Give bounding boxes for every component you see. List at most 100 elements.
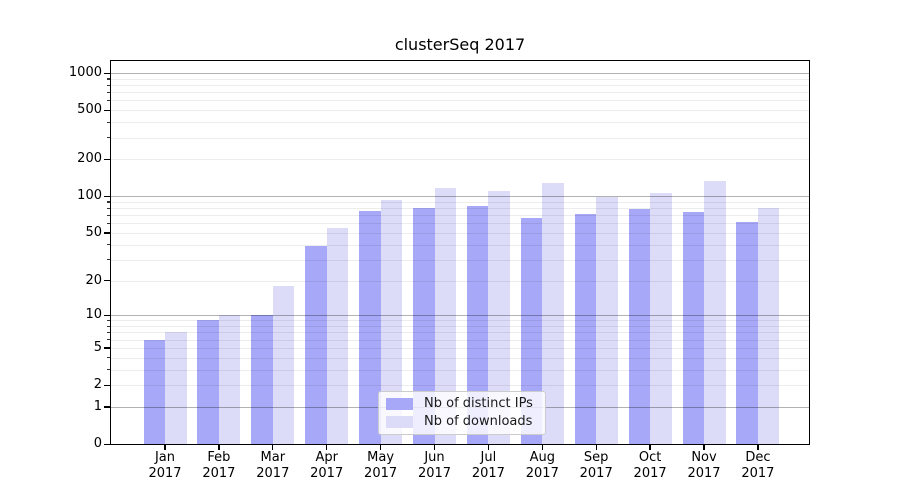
y-tick-label-2: 2 — [93, 377, 102, 392]
gridline-minor-800 — [110, 85, 810, 86]
y-minor-tick-mark-200 — [107, 158, 110, 161]
y-tick-label-50: 50 — [85, 224, 102, 240]
bar-downloads-mar — [272, 285, 295, 444]
bar-distinct-ips-oct — [628, 209, 651, 444]
gridline-major-10 — [110, 315, 810, 317]
x-tick-label-dec: Dec 2017 — [730, 450, 786, 482]
bar-distinct-ips-mar — [251, 315, 273, 444]
bar-downloads-apr — [326, 227, 349, 444]
x-tick-label-year-oct: 2017 — [633, 466, 667, 481]
legend-label-downloads: Nb of downloads — [424, 414, 533, 430]
x-tick-mark-oct — [649, 445, 651, 450]
y-tick-mark-0 — [104, 443, 110, 445]
y-minor-tick-mark-400 — [107, 121, 110, 123]
y-minor-tick-mark-90 — [107, 201, 110, 203]
gridline-minor-20 — [110, 280, 810, 282]
y-tick-label-20: 20 — [85, 272, 102, 288]
x-tick-label-oct: Oct 2017 — [622, 450, 678, 482]
x-tick-label-jul: Jul 2017 — [460, 450, 516, 482]
bar-distinct-ips-sep — [574, 213, 597, 444]
x-tick-label-jun: Jun 2017 — [407, 450, 463, 482]
x-tick-mark-jul — [487, 445, 490, 450]
x-tick-label-may: May 2017 — [353, 450, 409, 482]
bars-layer — [110, 60, 810, 445]
x-tick-label-year-may: 2017 — [364, 466, 398, 481]
y-tick-mark-1000 — [104, 72, 110, 74]
gridline-minor-60 — [110, 223, 810, 225]
x-tick-mark-aug — [541, 445, 543, 450]
y-minor-tick-mark-6 — [107, 339, 110, 341]
y-minor-tick-mark-600 — [107, 99, 110, 102]
bar-distinct-ips-feb — [197, 320, 219, 444]
y-minor-tick-mark-4 — [107, 357, 110, 359]
gridline-minor-5 — [110, 347, 810, 349]
x-tick-label-year-aug: 2017 — [525, 466, 559, 481]
x-tick-mark-feb — [218, 445, 220, 450]
y-tick-label-10: 10 — [85, 307, 102, 323]
x-tick-mark-dec — [757, 445, 759, 450]
bar-distinct-ips-dec — [736, 221, 758, 444]
legend-entry-downloads: Nb of downloads — [386, 414, 545, 431]
x-tick-label-year-dec: 2017 — [741, 466, 775, 481]
chart-title: clusterSeq 2017 — [394, 35, 526, 54]
bar-downloads-jul — [488, 191, 510, 444]
x-tick-mark-jan — [164, 445, 166, 450]
gridline-major-100 — [110, 196, 810, 198]
y-minor-tick-mark-500 — [107, 109, 110, 112]
x-tick-mark-mar — [272, 445, 274, 450]
x-tick-mark-jun — [433, 445, 436, 450]
gridline-minor-600 — [110, 100, 810, 102]
gridline-minor-9 — [110, 320, 810, 322]
gridline-minor-8 — [110, 326, 810, 327]
legend-label-distinct-ips: Nb of distinct IPs — [424, 395, 533, 411]
y-minor-tick-mark-70 — [107, 214, 110, 216]
bar-downloads-nov — [704, 180, 726, 444]
y-minor-tick-mark-900 — [107, 78, 110, 80]
y-tick-mark-1 — [104, 406, 110, 408]
gridline-minor-30 — [110, 259, 810, 261]
y-minor-tick-mark-2 — [107, 384, 110, 386]
x-tick-label-year-feb: 2017 — [202, 466, 236, 481]
gridline-minor-3 — [110, 369, 810, 371]
y-tick-mark-100 — [104, 195, 110, 198]
gridline-minor-200 — [110, 159, 810, 161]
legend-swatch-distinct-ips — [386, 397, 413, 410]
y-tick-label-5: 5 — [93, 339, 102, 355]
y-tick-label-0: 0 — [93, 436, 102, 451]
x-tick-label-year-mar: 2017 — [256, 466, 290, 481]
gridline-minor-2 — [110, 385, 810, 386]
bar-downloads-jun — [434, 187, 456, 444]
x-tick-label-aug: Aug 2017 — [514, 450, 570, 482]
bar-distinct-ips-may — [359, 211, 381, 444]
gridline-minor-80 — [110, 208, 810, 209]
bar-downloads-jan — [165, 332, 187, 444]
legend-entry-distinct-ips: Nb of distinct IPs — [386, 395, 545, 412]
y-minor-tick-mark-80 — [107, 207, 110, 209]
y-tick-label-1: 1 — [93, 398, 102, 414]
y-minor-tick-mark-30 — [107, 259, 110, 261]
bar-distinct-ips-nov — [682, 212, 704, 444]
x-tick-label-year-jul: 2017 — [471, 466, 505, 481]
y-minor-tick-mark-9 — [107, 319, 110, 322]
x-tick-label-year-apr: 2017 — [310, 466, 344, 481]
y-minor-tick-mark-800 — [107, 84, 110, 86]
y-tick-label-200: 200 — [77, 151, 102, 167]
gridline-minor-900 — [110, 78, 810, 80]
y-minor-tick-mark-50 — [107, 232, 110, 234]
x-tick-label-sep: Sep 2017 — [568, 450, 624, 482]
gridline-minor-7 — [110, 332, 810, 334]
legend: Nb of distinct IPs Nb of downloads — [378, 391, 546, 435]
x-tick-label-apr: Apr 2017 — [299, 450, 355, 482]
y-minor-tick-mark-7 — [107, 331, 110, 334]
gridline-minor-40 — [110, 244, 810, 246]
gridline-minor-6 — [110, 339, 810, 341]
y-minor-tick-mark-300 — [107, 137, 110, 139]
bar-downloads-feb — [218, 315, 241, 444]
gridline-minor-400 — [110, 122, 810, 124]
gridline-minor-700 — [110, 92, 810, 94]
bar-downloads-sep — [596, 196, 618, 444]
bar-downloads-aug — [542, 183, 564, 444]
y-minor-tick-mark-40 — [107, 244, 110, 246]
y-minor-tick-mark-8 — [107, 325, 110, 327]
x-tick-mark-nov — [703, 445, 705, 450]
